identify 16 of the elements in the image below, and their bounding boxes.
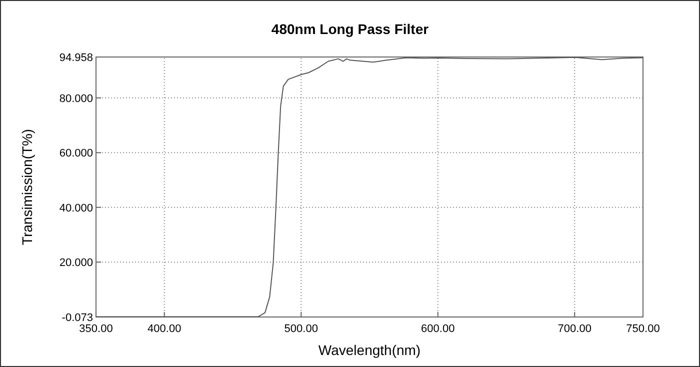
y-tick-label: 80.000 — [59, 92, 93, 105]
line-series — [96, 56, 644, 318]
x-tick-label: 750.00 — [626, 323, 660, 335]
y-tick-label: 60.000 — [59, 148, 93, 160]
y-tick-label: -0.073 — [62, 312, 93, 324]
y-tick-label: 40.000 — [59, 202, 93, 214]
chart-title: 480nm Long Pass Filter — [271, 21, 430, 37]
x-tick-label: 350.00 — [79, 323, 113, 335]
x-tick-label: 700.00 — [558, 323, 592, 335]
x-tick-label: 500.00 — [284, 323, 318, 335]
y-axis-title: Transimission(T%) — [19, 128, 35, 246]
x-tick-label: 400.00 — [148, 323, 182, 335]
y-tick-label: 94.958 — [59, 52, 93, 64]
x-axis-title: Wavelength(nm) — [318, 342, 421, 358]
y-tick-label: 20.000 — [59, 257, 93, 270]
x-tick-label: 600.00 — [421, 323, 455, 335]
